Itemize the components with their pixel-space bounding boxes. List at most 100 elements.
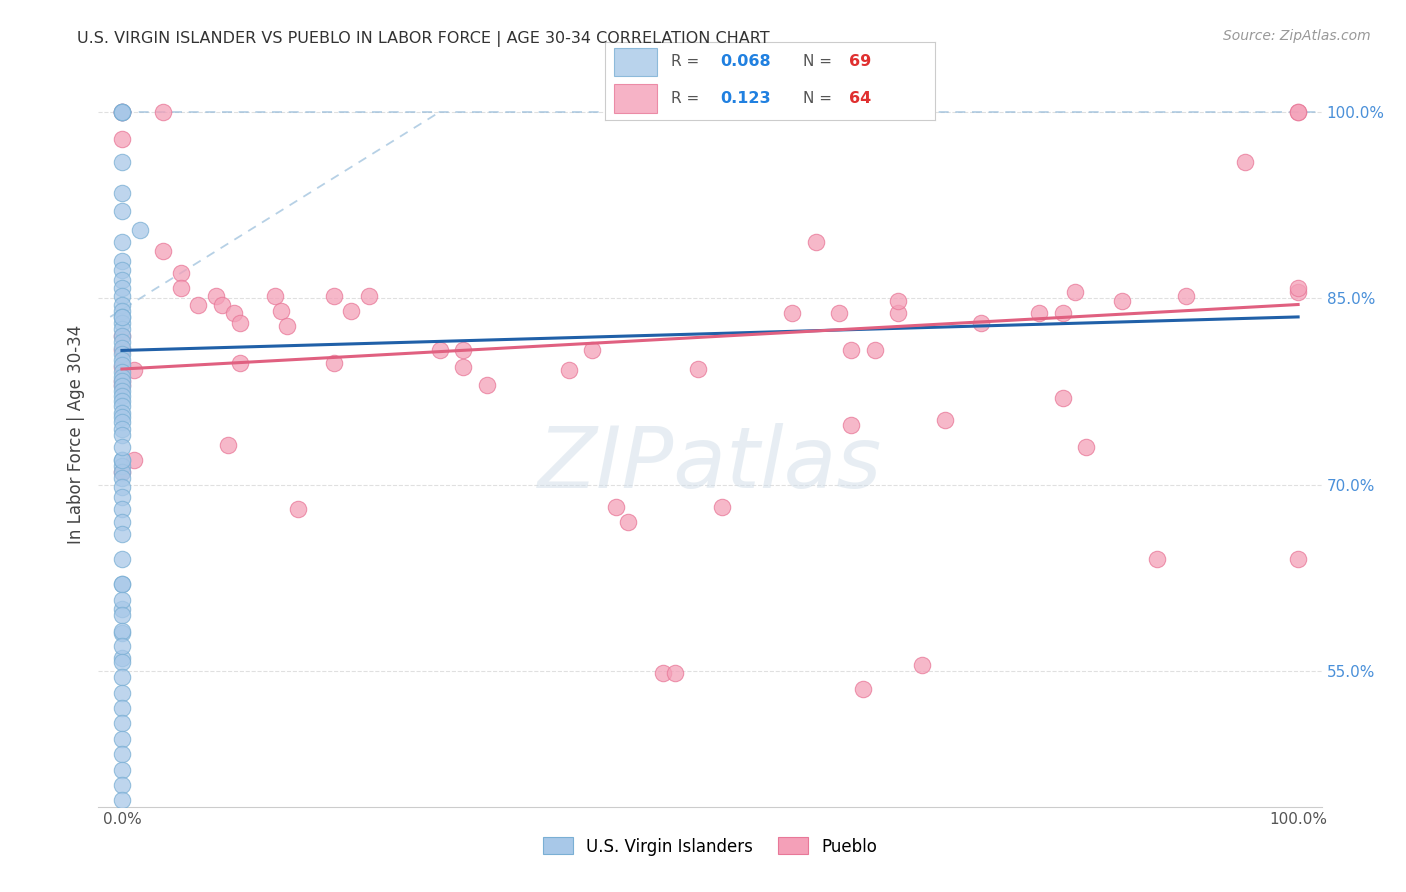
Point — [1286, 552, 1309, 566]
Point — [1028, 306, 1050, 320]
Point — [1286, 105, 1309, 120]
Point — [263, 289, 285, 303]
Point — [187, 297, 209, 311]
Point — [111, 303, 134, 318]
Point — [688, 362, 710, 376]
Point — [111, 465, 134, 479]
Point — [111, 105, 134, 120]
Point — [111, 186, 134, 200]
Point — [111, 515, 134, 529]
Text: 69: 69 — [849, 54, 872, 70]
Point — [828, 306, 851, 320]
Point — [111, 624, 134, 638]
Point — [911, 657, 934, 672]
Point — [839, 343, 862, 358]
Text: 64: 64 — [849, 91, 872, 105]
Point — [111, 670, 134, 684]
Point — [270, 303, 292, 318]
Text: Source: ZipAtlas.com: Source: ZipAtlas.com — [1223, 29, 1371, 43]
Point — [111, 289, 134, 303]
Point — [111, 154, 134, 169]
Point — [122, 452, 145, 467]
Point — [111, 322, 134, 336]
Point — [122, 363, 145, 377]
Point — [111, 607, 134, 622]
Point — [111, 686, 134, 700]
Point — [111, 655, 134, 669]
Point — [581, 343, 603, 358]
Point — [228, 316, 250, 330]
Point — [1286, 281, 1309, 295]
Point — [111, 105, 134, 120]
Point — [111, 731, 134, 746]
Point — [1175, 289, 1198, 303]
Point — [839, 417, 862, 432]
Point — [111, 384, 134, 399]
Point — [322, 289, 344, 303]
Point — [357, 289, 380, 303]
Point — [616, 515, 638, 529]
Point — [205, 289, 228, 303]
Point — [111, 452, 134, 467]
Point — [111, 701, 134, 715]
Point — [128, 223, 150, 237]
Point — [852, 682, 875, 697]
Point — [111, 440, 134, 454]
Point — [111, 310, 134, 324]
Point — [111, 626, 134, 640]
Point — [111, 328, 134, 343]
Point — [111, 480, 134, 494]
Point — [782, 306, 804, 320]
Point — [111, 334, 134, 349]
Point — [111, 353, 134, 368]
Point — [863, 343, 886, 358]
Legend: U.S. Virgin Islanders, Pueblo: U.S. Virgin Islanders, Pueblo — [536, 830, 884, 863]
Point — [111, 204, 134, 219]
Point — [111, 359, 134, 373]
Y-axis label: In Labor Force | Age 30-34: In Labor Force | Age 30-34 — [66, 326, 84, 544]
Point — [111, 405, 134, 419]
Point — [111, 375, 134, 389]
Point — [111, 778, 134, 792]
Point — [111, 793, 134, 807]
Point — [111, 747, 134, 761]
Point — [111, 399, 134, 413]
Point — [111, 389, 134, 403]
Point — [276, 318, 298, 333]
Point — [1286, 285, 1309, 299]
Point — [111, 378, 134, 392]
Point — [152, 105, 174, 120]
Point — [111, 105, 134, 120]
Point — [664, 666, 686, 681]
Point — [804, 235, 827, 250]
Point — [111, 235, 134, 250]
Text: U.S. VIRGIN ISLANDER VS PUEBLO IN LABOR FORCE | AGE 30-34 CORRELATION CHART: U.S. VIRGIN ISLANDER VS PUEBLO IN LABOR … — [77, 31, 770, 47]
Point — [111, 262, 134, 277]
Point — [111, 273, 134, 287]
Point — [111, 369, 134, 384]
Point — [111, 297, 134, 311]
Text: N =: N = — [803, 54, 837, 70]
Point — [111, 365, 134, 379]
Point — [451, 343, 474, 358]
Point — [111, 577, 134, 591]
Text: R =: R = — [671, 91, 704, 105]
Point — [969, 316, 991, 330]
Point — [111, 343, 134, 358]
Point — [217, 438, 239, 452]
FancyBboxPatch shape — [614, 85, 658, 112]
Text: 0.068: 0.068 — [720, 54, 770, 70]
Point — [887, 306, 910, 320]
Point — [1111, 293, 1133, 308]
Point — [111, 458, 134, 473]
Text: ZIPatlas: ZIPatlas — [538, 423, 882, 506]
Point — [1052, 306, 1074, 320]
Point — [170, 281, 193, 295]
Point — [111, 490, 134, 504]
Point — [111, 281, 134, 295]
Point — [111, 416, 134, 430]
Point — [475, 378, 498, 392]
Point — [111, 601, 134, 615]
Point — [558, 363, 581, 377]
Point — [111, 410, 134, 425]
